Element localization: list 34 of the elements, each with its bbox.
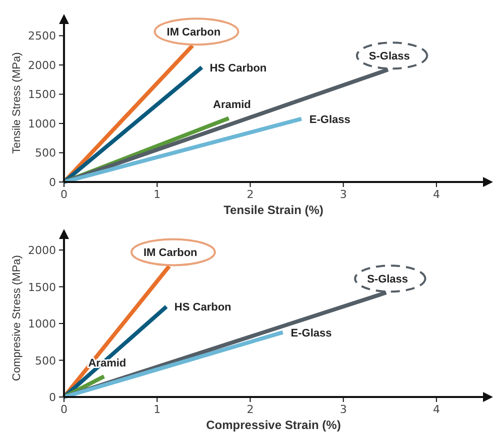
y-tick-label: 500 <box>35 354 56 368</box>
x-tick-label: 4 <box>432 188 440 201</box>
series-label: S-Glass <box>367 274 408 286</box>
x-tick-label: 0 <box>60 188 68 201</box>
series-label: Aramid <box>213 99 251 112</box>
series-label: IM Carbon <box>166 26 221 39</box>
y-axis-title: Tensile Stress (MPa) <box>11 52 23 154</box>
x-tick-label: 4 <box>432 403 440 416</box>
y-axis-title: Compresive Stress (MPa) <box>11 255 23 381</box>
y-tick-label: 500 <box>35 146 56 160</box>
y-tick-label: 1000 <box>28 117 56 130</box>
y-tick-label: 1000 <box>28 318 56 331</box>
x-tick-label: 3 <box>340 403 347 416</box>
x-tick-label: 2 <box>246 188 254 201</box>
series-label: HS Carbon <box>210 62 267 74</box>
x-tick-label: 3 <box>340 188 347 201</box>
series-label: HS Carbon <box>174 302 232 314</box>
x-axis-title: Tensile Strain (%) <box>224 203 324 217</box>
y-tick-label: 0 <box>49 391 56 404</box>
x-axis-title: Compressive Strain (%) <box>206 418 341 432</box>
y-tick-label: 1500 <box>28 88 56 102</box>
y-tick-label: 1500 <box>28 280 56 294</box>
y-tick-label: 2500 <box>28 30 56 43</box>
series-label: E-Glass <box>309 114 350 126</box>
x-tick-label: 1 <box>154 188 161 201</box>
series-label: IM Carbon <box>144 247 198 260</box>
series-label: S-Glass <box>368 50 410 63</box>
y-tick-label: 0 <box>49 176 56 189</box>
y-tick-label: 2000 <box>28 244 56 258</box>
x-tick-label: 2 <box>246 403 254 416</box>
y-tick-label: 2000 <box>28 58 56 72</box>
x-tick-label: 0 <box>60 403 68 416</box>
series-label: E-Glass <box>290 327 332 340</box>
x-tick-label: 1 <box>154 403 161 416</box>
